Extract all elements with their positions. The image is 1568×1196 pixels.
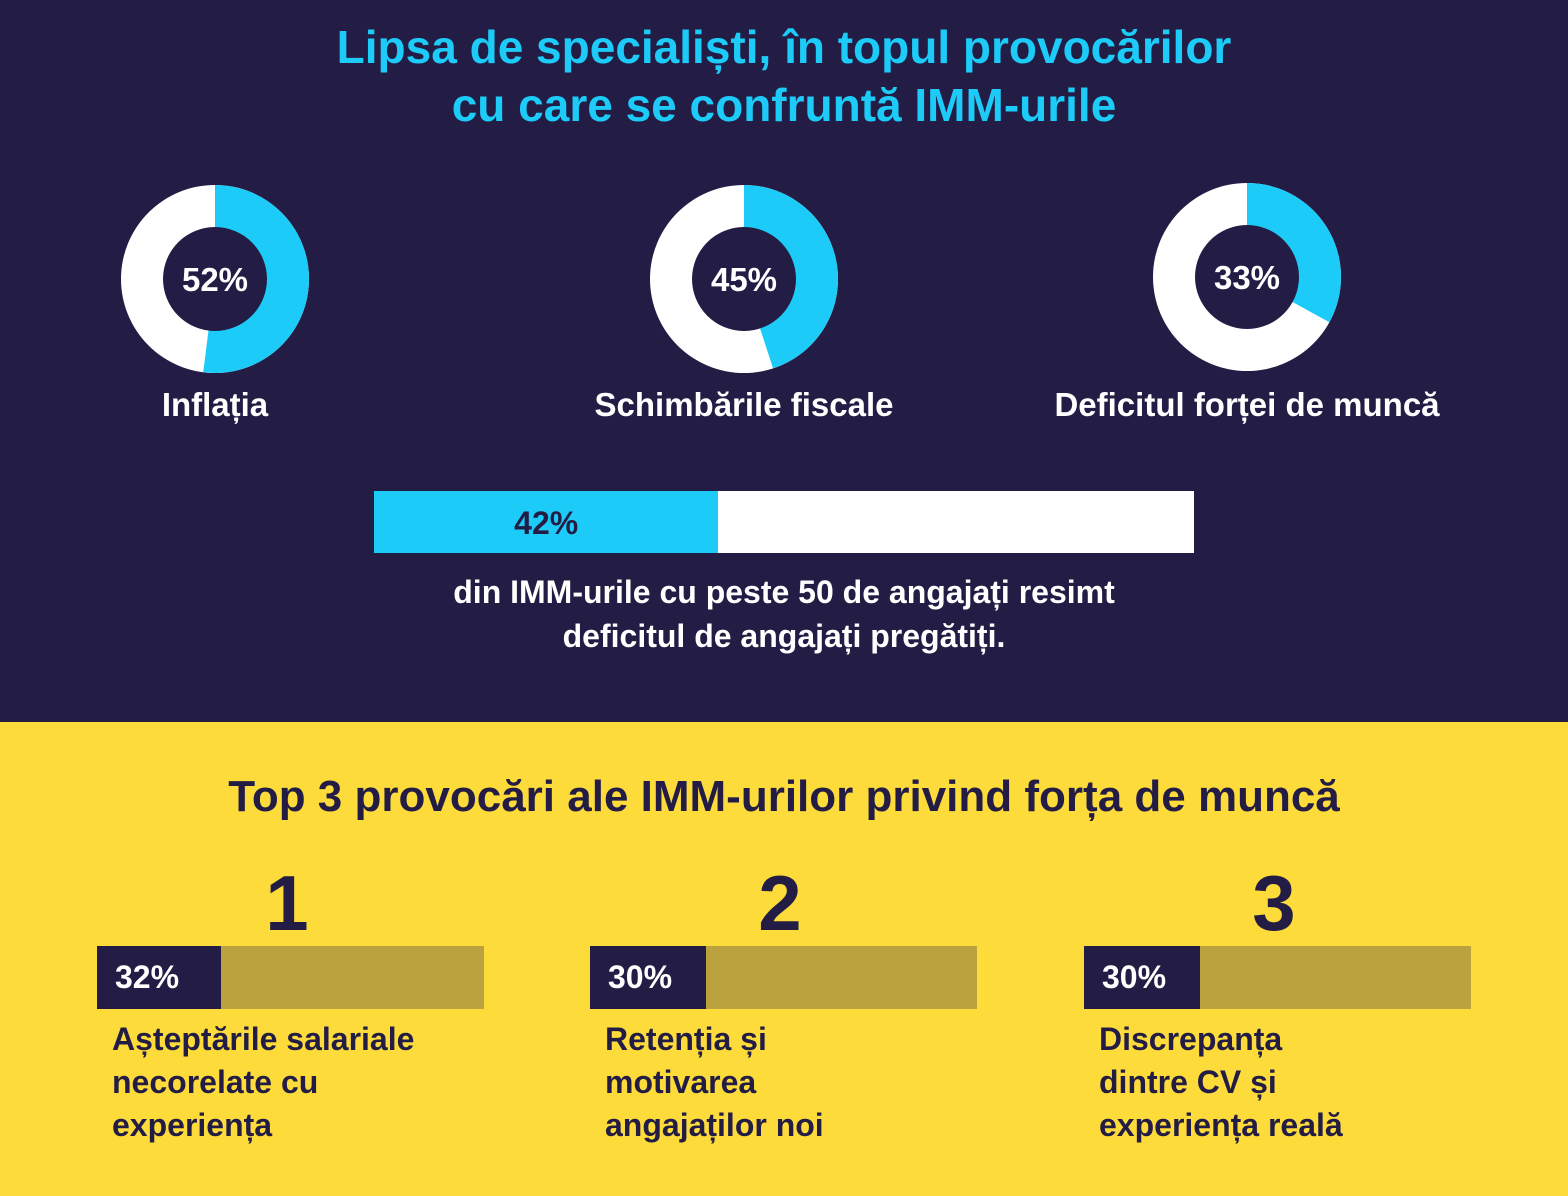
challenge-bar-value: 32% [115,959,180,995]
title-line: cu care se confruntă IMM-urile [451,79,1117,131]
large-bar: 42% [374,491,1194,553]
challenge-label-line: Așteptările salariale [112,1021,415,1057]
large-bar-fill [374,491,719,553]
donut-label: Deficitul forței de muncă [1054,386,1440,423]
challenge-label: Retenția și motivarea angajaților noi [605,1018,985,1147]
large-bar-caption: din IMM-urile cu peste 50 de angajați re… [0,570,1568,658]
caption-line: din IMM-urile cu peste 50 de angajați re… [453,574,1115,610]
rank-number: 2 [758,859,802,947]
donut-value: 52% [182,261,248,298]
challenge-label-line: angajaților noi [605,1107,824,1143]
donut-label: Inflația [161,386,269,423]
donut-chart: 45% [650,185,838,373]
challenge-label: Discrepanța dintre CV și experiența reală [1099,1018,1479,1147]
rank-number: 3 [1252,859,1296,947]
rank-number: 1 [265,859,309,947]
challenge-bar-fill [97,946,221,1009]
challenge-label-line: motivarea [605,1064,757,1100]
challenge-label-line: experiența reală [1099,1107,1343,1143]
challenge-label-line: dintre CV și [1099,1064,1277,1100]
challenge-bar-fill [590,946,707,1009]
donut-value: 45% [711,261,777,298]
title-line: Lipsa de specialiști, în topul provocări… [336,21,1232,73]
donut-label: Schimbările fiscale [594,386,894,423]
challenge-bar-fill [1084,946,1201,1009]
large-bar-value: 42% [514,505,579,541]
challenge-bar-value: 30% [608,959,673,995]
donut-hole [163,227,267,331]
donut-chart: 33% [1153,183,1341,371]
challenge-label: Așteptările salariale necorelate cu experi… [112,1018,492,1147]
donut-chart: 52% [121,185,309,373]
challenge-bar: 32% [97,946,484,1009]
bottom-section: Top 3 provocări ale IMM-urilor privind f… [0,722,1568,1196]
donut-hole [1195,225,1299,329]
challenge-bar: 30% [590,946,977,1009]
challenge-label-line: experiența [112,1107,273,1143]
top-section: Lipsa de specialiști, în topul provocări… [0,0,1568,722]
donut-hole [692,227,796,331]
section-title: Top 3 provocări ale IMM-urilor privind f… [228,772,1340,821]
caption-line: deficitul de angajați pregătiți. [562,618,1006,654]
challenge-label-line: necorelate cu [112,1064,319,1100]
challenge-label-line: Retenția și [605,1021,767,1057]
main-title: Lipsa de specialiști, în topul provocări… [0,18,1568,134]
donut-value: 33% [1214,259,1280,296]
challenge-label-line: Discrepanța [1099,1021,1283,1057]
challenge-bar-value: 30% [1102,959,1167,995]
challenge-bar: 30% [1084,946,1471,1009]
